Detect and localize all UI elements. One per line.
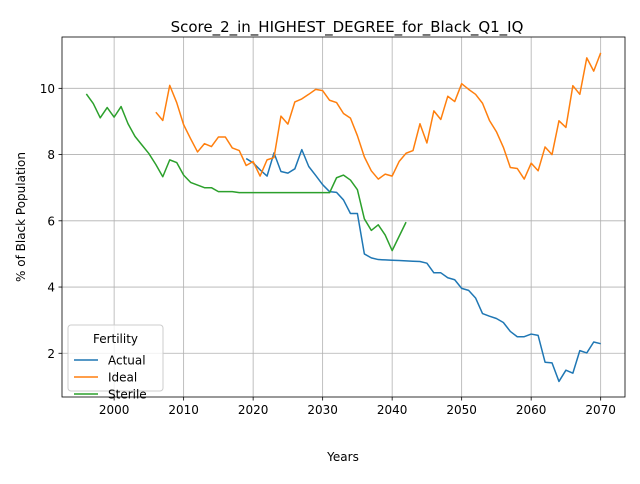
y-tick-label: 4 — [47, 281, 55, 295]
legend-label-actual: Actual — [108, 354, 146, 368]
x-tick-label: 2040 — [377, 403, 408, 417]
legend-label-sterile: Sterile — [108, 388, 147, 402]
y-axis-label: % of Black Population — [14, 152, 28, 282]
legend-label-ideal: Ideal — [108, 371, 137, 385]
chart-title: Score_2_in_HIGHEST_DEGREE_for_Black_Q1_I… — [171, 18, 524, 37]
legend: Fertility Actual Ideal Sterile — [68, 325, 163, 402]
x-axis-label: Years — [326, 450, 359, 464]
x-tick-label: 2030 — [307, 403, 338, 417]
y-tick-label: 10 — [40, 82, 55, 96]
y-tick-label: 2 — [47, 347, 55, 361]
x-tick-label: 2060 — [516, 403, 547, 417]
legend-title: Fertility — [93, 332, 138, 346]
x-tick-label: 2010 — [168, 403, 199, 417]
y-tick-label: 8 — [47, 148, 55, 162]
x-tick-label: 2000 — [99, 403, 130, 417]
y-tick-label: 6 — [47, 214, 55, 228]
x-tick-label: 2050 — [446, 403, 477, 417]
x-tick-label: 2020 — [238, 403, 269, 417]
x-tick-label: 2070 — [585, 403, 616, 417]
